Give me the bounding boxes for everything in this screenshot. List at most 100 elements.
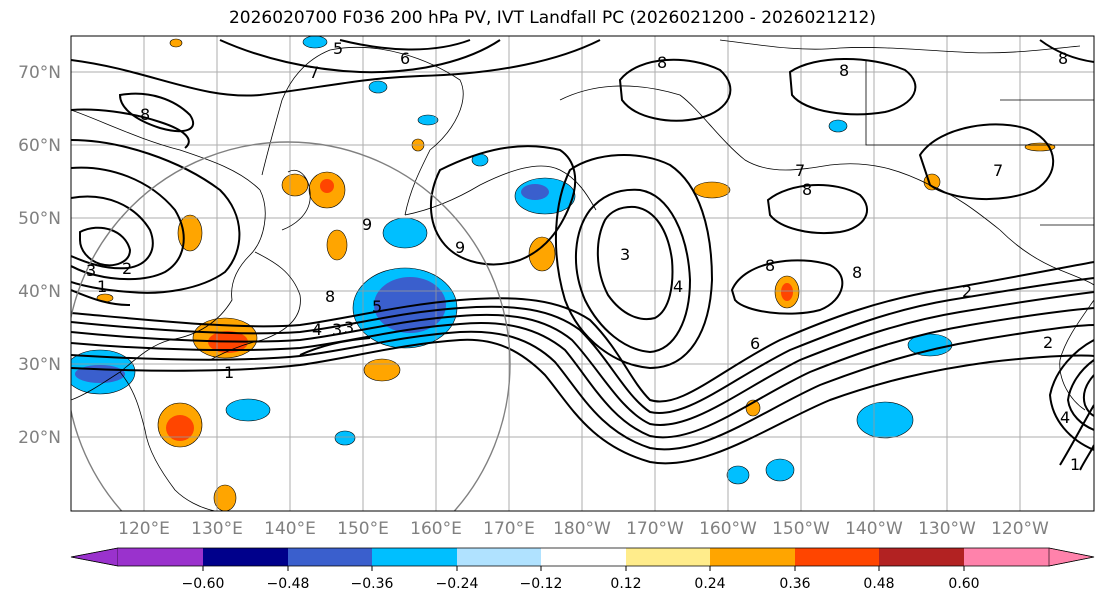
shade-blob (334, 430, 356, 446)
colorbar-segment (710, 548, 795, 566)
contour-label: 7 (795, 161, 805, 180)
contour-label: 2 (962, 282, 972, 301)
shade-blob (765, 458, 795, 482)
contour-label: 5 (333, 39, 343, 58)
lat-label: 50°N (18, 209, 61, 229)
colorbar-segment (541, 548, 626, 566)
shade-blob (281, 173, 309, 197)
contour-label: 7 (309, 63, 319, 82)
shade-blob (521, 184, 549, 200)
colorbar-segment (118, 548, 203, 566)
shade-blob (726, 465, 750, 485)
contour-label: 4 (312, 320, 322, 339)
shade-blob (417, 114, 439, 126)
coastlines (71, 39, 1094, 511)
contour-label: 3 (620, 245, 630, 264)
lon-label: 150°W (772, 519, 830, 539)
colorbar-outline (70, 547, 1095, 567)
colorbar-tick-label: 0.12 (610, 576, 641, 592)
pv-contours (71, 39, 1094, 471)
contour-label: 4 (1060, 408, 1070, 427)
contour-label: 9 (455, 238, 465, 257)
colorbar-tick-label: −0.24 (436, 576, 479, 592)
contour-label: 8 (765, 256, 775, 275)
shade-blob (828, 119, 848, 133)
colorbar-extend-min (70, 547, 119, 567)
colorbar-tick-label: −0.60 (182, 576, 225, 592)
contour-label: 1 (1070, 455, 1080, 474)
contour-label: 3 (344, 318, 354, 337)
colorbar-segment (203, 548, 288, 566)
contour-label: 8 (839, 61, 849, 80)
contour-label: 8 (802, 180, 812, 199)
contour-label: 1 (97, 277, 107, 296)
colorbar: −0.60 −0.48 −0.36 −0.24 −0.12 0.12 0.24 … (70, 547, 1095, 592)
colorbar-segment (879, 548, 964, 566)
contour-label: 7 (993, 161, 1003, 180)
shade-blob (166, 415, 194, 441)
shade-blob (302, 36, 328, 49)
contour-label: 6 (750, 334, 760, 353)
gridlines (71, 36, 1094, 511)
contour-label: 5 (372, 297, 382, 316)
shade-blob (326, 229, 348, 261)
lon-label: 180°W (553, 519, 611, 539)
colorbar-ticks (202, 566, 965, 571)
lat-label: 30°N (18, 355, 61, 375)
lon-label: 140°W (845, 519, 903, 539)
contour-label: 2 (1043, 333, 1053, 352)
lon-label: 150°E (337, 519, 389, 539)
contour-label: 8 (140, 105, 150, 124)
lat-label: 20°N (18, 428, 61, 448)
latitude-labels: 70°N 60°N 50°N 40°N 30°N 20°N (18, 63, 61, 448)
shade-blob (856, 401, 914, 439)
colorbar-segment (288, 548, 372, 566)
colorbar-tick-label: 0.48 (863, 576, 894, 592)
colorbar-tick-label: −0.36 (351, 576, 394, 592)
contour-label: 4 (673, 277, 683, 296)
colorbar-tick-label: 0.60 (948, 576, 979, 592)
colorbar-segment (626, 548, 710, 566)
colorbar-tick-label: −0.48 (267, 576, 310, 592)
shade-blob (320, 179, 334, 193)
shading-layer (71, 36, 1056, 511)
contour-labels: 5 6 7 8 8 8 8 8 9 9 3 2 1 3 4 3 5 1 3 4 … (86, 39, 1080, 474)
lon-label: 120°E (118, 519, 170, 539)
lon-label: 170°E (483, 519, 535, 539)
lon-label: 170°W (626, 519, 684, 539)
colorbar-tick-label: −0.12 (520, 576, 563, 592)
shade-blob (374, 277, 446, 333)
colorbar-tick-label: 0.36 (779, 576, 810, 592)
colorbar-segment (964, 548, 1049, 566)
contour-label: 2 (122, 259, 132, 278)
lon-label: 120°W (991, 519, 1049, 539)
lon-label: 130°E (191, 519, 243, 539)
colorbar-segment (457, 548, 541, 566)
map-frame (70, 35, 1095, 512)
contour-label: 6 (400, 49, 410, 68)
map-title: 2026020700 F036 200 hPa PV, IVT Landfall… (228, 8, 876, 28)
contour-label: 3 (332, 320, 342, 339)
shade-blob (177, 214, 203, 252)
shade-blob (382, 217, 428, 249)
colorbar-extend-max (1048, 547, 1095, 567)
shade-blob (363, 358, 401, 382)
lat-label: 70°N (18, 63, 61, 83)
longitude-labels: 120°E 130°E 140°E 150°E 160°E 170°E 180°… (118, 519, 1049, 539)
contour-label: 3 (86, 261, 96, 280)
shade-blob (225, 398, 271, 422)
colorbar-segment (372, 548, 457, 566)
lon-label: 140°E (264, 519, 316, 539)
lat-label: 40°N (18, 282, 61, 302)
shade-blob (781, 283, 793, 301)
lon-label: 160°E (410, 519, 462, 539)
contour-label: 8 (657, 53, 667, 72)
colorbar-segment (795, 548, 879, 566)
lon-label: 130°W (918, 519, 976, 539)
lon-label: 160°W (699, 519, 757, 539)
shade-blob (693, 181, 731, 199)
shade-blob (213, 484, 237, 511)
contour-label: 8 (852, 263, 862, 282)
contour-label: 8 (325, 287, 335, 306)
